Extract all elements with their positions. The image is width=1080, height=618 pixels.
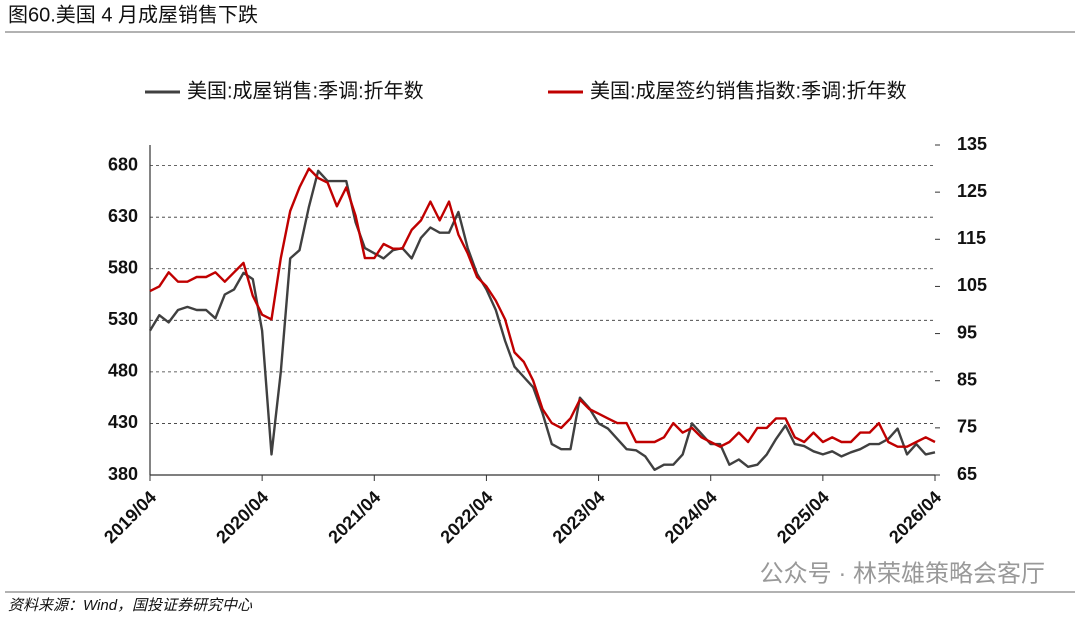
y-tick-label: 480 [108,361,138,381]
x-tick-label: 2021/04 [324,487,384,547]
header: 图60.美国 4 月成屋销售下跌 [8,3,258,26]
x-tick-label: 2024/04 [661,487,721,547]
y2-tick-label: 115 [957,228,986,248]
x-tick-label: 2022/04 [436,487,496,547]
series-line [148,169,936,471]
y-tick-label: 580 [108,258,138,278]
watermark: 公众号 · 林荣雄策略会客厅 [760,560,1045,587]
y2-tick-label: 85 [957,369,977,389]
y2-tick-label: 75 [957,417,977,437]
y2-tick-label: 65 [957,464,977,484]
source: 资料来源：Wind，国投证券研究中心 [8,597,253,614]
legend-label: 美国:成屋签约销售指数:季调:折年数 [590,79,907,102]
y2-tick-label: 105 [957,275,987,295]
y-tick-label: 380 [108,464,138,484]
y-tick-label: 680 [108,154,138,174]
y2-tick-label: 95 [957,322,977,342]
legend-label: 美国:成屋销售:季调:折年数 [187,79,424,102]
y2-tick-label: 135 [957,134,987,154]
x-tick-label: 2026/04 [885,487,945,547]
x-tick-label: 2025/04 [773,487,833,547]
x-tick-label: 2020/04 [212,487,272,547]
y2-tick-label: 125 [957,181,987,201]
x-tick-label: 2023/04 [549,487,609,547]
y-tick-label: 530 [108,309,138,329]
y-tick-label: 630 [108,206,138,226]
series-line [149,167,936,448]
x-tick-label: 2019/04 [100,487,160,547]
y-tick-label: 430 [108,412,138,432]
